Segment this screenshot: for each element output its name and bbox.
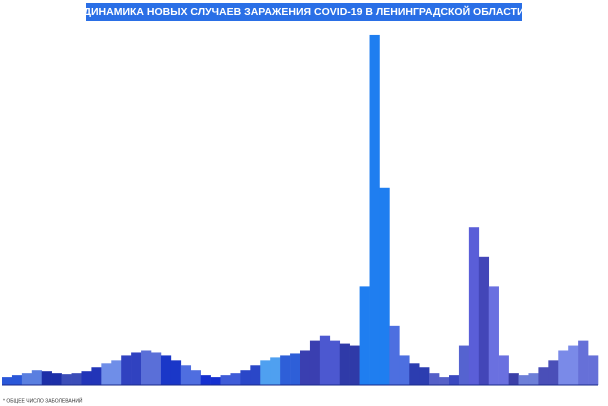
bar: [379, 187, 390, 385]
bar: [61, 374, 72, 385]
bar: [568, 345, 579, 385]
bar: [419, 367, 430, 385]
bar: [240, 370, 251, 385]
bar: [160, 355, 172, 385]
bar: [468, 227, 480, 385]
bar: [230, 373, 241, 385]
bar: [41, 371, 52, 385]
bar: [558, 350, 569, 385]
bar: [300, 350, 311, 385]
bar: [280, 355, 291, 385]
bar: [578, 340, 589, 385]
bar: [250, 365, 261, 385]
bar: [180, 365, 192, 385]
bar: [220, 375, 231, 385]
bar: [71, 373, 82, 385]
bar: [528, 373, 539, 385]
bar: [359, 286, 370, 385]
bar: [458, 345, 470, 385]
bar: [121, 355, 132, 385]
bar: [449, 375, 460, 385]
bar: [91, 367, 102, 385]
bar: [31, 370, 43, 385]
bar: [389, 325, 400, 385]
bar: [190, 370, 201, 385]
bar: [151, 352, 162, 385]
bar: [548, 360, 559, 385]
bar: [170, 360, 182, 385]
bar: [478, 256, 490, 385]
bar: [538, 367, 549, 385]
bar: [349, 345, 360, 385]
bar: [11, 375, 23, 385]
bar: [429, 373, 440, 385]
bar: [588, 355, 599, 385]
bar: [111, 360, 122, 385]
bar: [2, 377, 13, 385]
footnote: * ОБЩЕЕ ЧИСЛО ЗАБОЛЕВАНИЙ: [3, 396, 83, 404]
bar: [260, 360, 271, 385]
bar: [309, 340, 321, 385]
bar: [101, 363, 112, 385]
bar: [210, 377, 221, 385]
bar: [270, 357, 281, 385]
bar: [319, 335, 331, 385]
bar: [141, 350, 152, 385]
bar: [21, 373, 33, 385]
bar: [369, 34, 380, 386]
bar: [200, 375, 211, 385]
bar: [518, 375, 529, 385]
bar: [329, 340, 341, 385]
bar: [339, 343, 350, 385]
bar: [290, 353, 301, 385]
title-banner: [86, 3, 522, 21]
bar: [498, 355, 509, 385]
chart-title: ДИНАМИКА НОВЫХ СЛУЧАЕВ ЗАРАЖЕНИЯ COVID-1…: [84, 5, 525, 18]
bar: [488, 286, 499, 385]
bar: [51, 373, 62, 385]
bar: [439, 377, 450, 385]
bar: [508, 373, 519, 385]
bar: [131, 352, 142, 385]
bar: [409, 363, 420, 385]
bar: [81, 371, 92, 385]
bar: [399, 355, 410, 385]
